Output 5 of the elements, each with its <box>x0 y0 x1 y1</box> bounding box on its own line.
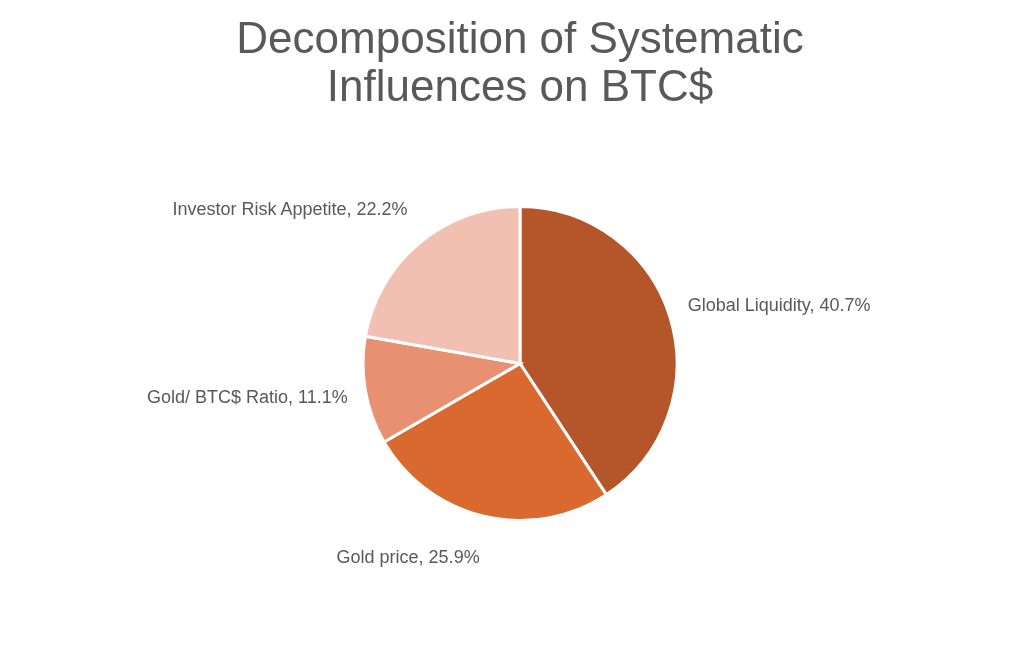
slice-label: Gold/ BTC$ Ratio, 11.1% <box>146 387 348 408</box>
slice-label: Global Liquidity, 40.7% <box>687 295 871 316</box>
chart-title: Decomposition of Systematic Influences on BTC$ <box>236 13 804 110</box>
slice-label: Investor Risk Appetite, 22.2% <box>172 199 408 220</box>
slice-label: Gold price, 25.9% <box>336 547 480 568</box>
